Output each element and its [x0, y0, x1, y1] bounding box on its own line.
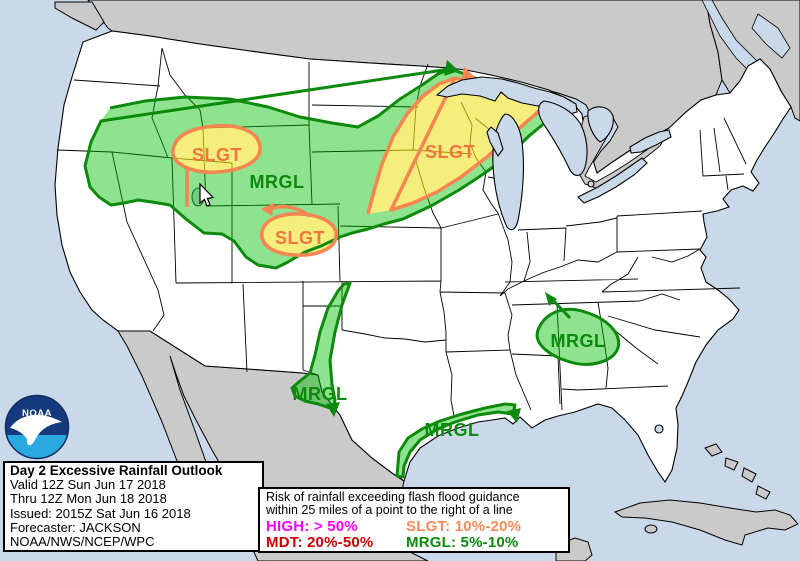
risk-label: MRGL: [551, 331, 606, 351]
mrgl-contour-arrowheads: [326, 60, 557, 423]
legend-box: Risk of rainfall exceeding flash flood g…: [258, 487, 570, 553]
risk-label: SLGT: [425, 142, 475, 162]
legend-item-mrgl: MRGL5%-10%: [406, 534, 562, 551]
risk-label: MRGL: [293, 384, 348, 404]
legend-item-label: MRGL: [406, 534, 461, 551]
risk-labels: SLGT MRGL SLGT SLGT MRGL MRGL MRGL: [192, 142, 606, 440]
legend-item-high: HIGH> 50%: [266, 518, 406, 535]
cuba-and-islands: [613, 443, 799, 546]
slgt-risk-areas: [172, 78, 556, 256]
legend-item-value: 5%-10%: [460, 534, 519, 551]
lake-ontario: [629, 129, 672, 154]
legend-item-label: SLGT: [406, 518, 455, 535]
lake-okeechobee: [654, 424, 664, 434]
info-box: Day 2 Excessive Rainfall Outlook Valid 1…: [3, 461, 264, 552]
green-bay: [486, 126, 504, 158]
noaa-logo: NOAA: [4, 394, 70, 460]
mrgl-region-georgia: [537, 309, 619, 365]
great-lakes: [435, 76, 672, 434]
valid-time: Valid 12Z Sun Jun 17 2018: [10, 477, 166, 493]
legend-description: Risk of rainfall exceeding flash flood g…: [266, 491, 562, 517]
mouse-cursor-icon: [199, 182, 215, 207]
legend-item-slgt: SLGT10%-20%: [406, 518, 562, 535]
legend-item-value: 10%-20%: [454, 518, 522, 535]
slgt-region-midwest: [368, 78, 556, 214]
page-title: Day 2 Excessive Rainfall Outlook: [10, 463, 223, 478]
legend-item-mdt: MDT20%-50%: [266, 534, 406, 551]
legend-item-value: > 50%: [313, 518, 358, 535]
noaa-seagull-icon: [10, 414, 62, 446]
lake-erie: [577, 157, 648, 204]
georgian-bay: [587, 106, 614, 143]
legend-description-line2: within 25 miles of a point to the right …: [266, 503, 513, 517]
slgt-region-colorado: [261, 213, 337, 256]
risk-label: MRGL: [250, 172, 305, 192]
slgt-region-idaho: [172, 125, 261, 173]
lake-huron: [538, 100, 588, 176]
legend-item-label: MDT: [266, 534, 307, 551]
risk-label: SLGT: [275, 228, 325, 248]
legend-item-label: HIGH: [266, 518, 314, 535]
forecaster: Forecaster: JACKSON: [10, 519, 141, 535]
issued-time: Issued: 2015Z Sat Jun 16 2018: [10, 505, 191, 521]
legend-item-value: 20%-50%: [307, 534, 374, 551]
lake-st-clair: [587, 180, 595, 188]
legend-description-line1: Risk of rainfall exceeding flash flood g…: [266, 490, 520, 504]
legend-items: HIGH> 50% SLGT10%-20% MDT20%-50% MRGL5%-…: [266, 518, 562, 551]
agency: NOAA/NWS/NCEP/WPC: [10, 534, 155, 550]
noaa-logo-text: NOAA: [22, 408, 52, 419]
risk-label: SLGT: [192, 145, 242, 165]
thru-time: Thru 12Z Mon Jun 18 2018: [10, 491, 167, 507]
risk-label: MRGL: [425, 420, 480, 440]
